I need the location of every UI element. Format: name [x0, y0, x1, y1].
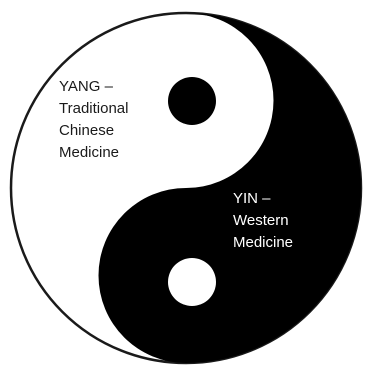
- yin-label-line-2: Western: [233, 212, 289, 229]
- yin-label-line-3: Medicine: [233, 234, 294, 251]
- yang-label-line-4: Medicine: [59, 144, 120, 161]
- yang-label: YANG – Traditional Chinese Medicine: [59, 76, 128, 164]
- yang-label-line-3: Chinese: [59, 122, 115, 139]
- yin-half: [98, 13, 361, 363]
- yin-dot: [168, 77, 216, 125]
- yin-label-line-1: YIN –: [233, 190, 271, 207]
- yang-label-line-1: YANG –: [59, 78, 113, 95]
- yang-label-line-2: Traditional: [59, 100, 129, 117]
- yin-label: YIN – Western Medicine: [233, 188, 293, 254]
- yang-dot: [168, 258, 216, 306]
